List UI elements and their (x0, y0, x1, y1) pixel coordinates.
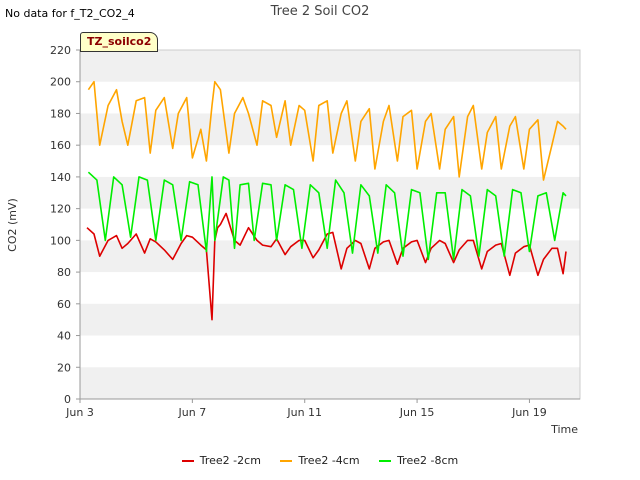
x-tick-label: Jun 11 (286, 406, 322, 419)
y-tick-label: 0 (64, 393, 71, 406)
x-tick-label: Jun 15 (399, 406, 435, 419)
series-line-2 (87, 171, 567, 261)
legend-label: Tree2 -8cm (397, 454, 459, 467)
series-line-1 (87, 80, 567, 181)
y-tick-label: 20 (57, 361, 71, 374)
legend-swatch-orange (280, 460, 293, 462)
y-axis: 0 20 40 60 80 100 120 140 160 180 200 220 (50, 44, 81, 406)
x-axis-label: Time (550, 423, 578, 436)
y-tick-label: 100 (50, 234, 71, 247)
series-lines (86, 80, 567, 321)
grid-band (80, 367, 580, 399)
legend-label: Tree2 -4cm (298, 454, 360, 467)
y-tick-label: 140 (50, 171, 71, 184)
legend: Tree2 -2cm Tree2 -4cm Tree2 -8cm (0, 454, 640, 467)
chart-title: Tree 2 Soil CO2 (270, 4, 370, 19)
y-axis-label: CO2 (mV) (6, 198, 19, 252)
y-tick-label: 220 (50, 44, 71, 57)
grid-band (80, 50, 580, 82)
grid-band (80, 303, 580, 336)
legend-swatch-red (181, 460, 194, 462)
site-badge: TZ_soilco2 (80, 32, 159, 52)
x-axis: Jun 3 Jun 7 Jun 11 Jun 15 Jun 19 (65, 398, 580, 419)
legend-item-tree2-8cm[interactable]: Tree2 -8cm (379, 454, 458, 467)
legend-swatch-green (379, 460, 392, 462)
legend-item-tree2-4cm[interactable]: Tree2 -4cm (280, 454, 360, 467)
series-line-0 (86, 212, 567, 321)
legend-item-tree2-2cm[interactable]: Tree2 -2cm (181, 454, 261, 467)
x-tick-label: Jun 19 (511, 406, 547, 419)
y-tick-label: 60 (57, 298, 71, 311)
y-tick-label: 180 (50, 107, 71, 120)
legend-label: Tree2 -2cm (199, 454, 261, 467)
y-tick-label: 80 (57, 266, 71, 279)
x-tick-label: Jun 7 (178, 406, 207, 419)
y-tick-label: 40 (57, 330, 71, 343)
no-data-notice: No data for f_T2_CO2_4 (5, 7, 135, 20)
grid-band (80, 176, 580, 209)
y-tick-label: 120 (50, 203, 71, 216)
x-tick-label: Jun 3 (65, 406, 94, 419)
y-tick-label: 200 (50, 76, 71, 89)
y-tick-label: 160 (50, 139, 71, 152)
